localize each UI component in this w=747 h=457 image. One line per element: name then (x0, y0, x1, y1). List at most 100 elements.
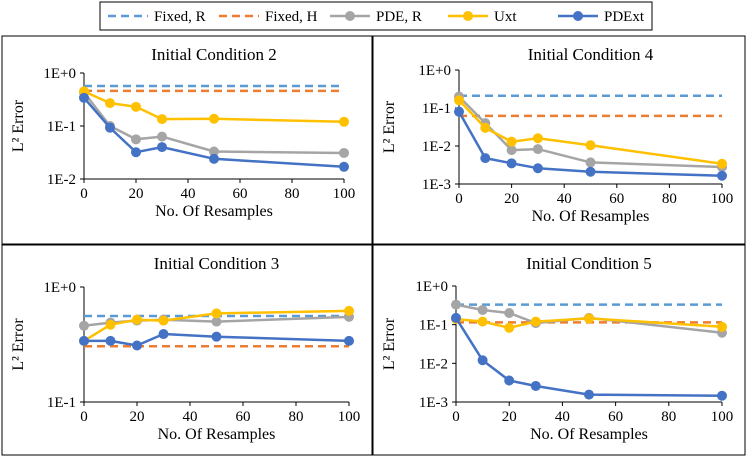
x-axis-label: No. Of Resamples (155, 203, 273, 220)
x-tick-label: 0 (80, 186, 88, 202)
y-axis-label: L² Error (10, 99, 27, 152)
y-tick-label: 1E+0 (43, 280, 76, 296)
y-tick-label: 1E-1 (47, 119, 76, 135)
x-axis-label: No. Of Resamples (532, 208, 650, 225)
data-point-uxt (717, 158, 727, 169)
x-axis-label: No. Of Resamples (530, 426, 648, 443)
chart-panel-2: Initial Condition 4 1E+0 1E-1 1E-2 1E-30 20 40… (372, 35, 746, 245)
legend-label-fixed_h: Fixed, H (265, 9, 318, 25)
legend-marker-pde_r (345, 11, 355, 21)
series-line-pde_r (83, 91, 345, 155)
data-point-uxt (209, 113, 219, 124)
y-tick-label: 1E-2 (419, 356, 448, 372)
data-point-uxt (584, 313, 594, 324)
data-point-pde_r (504, 308, 515, 319)
data-point-pdext (532, 163, 543, 174)
chart-title: Initial Condition 5 (526, 254, 652, 273)
x-tick-label: 80 (662, 191, 677, 207)
y-tick-label: 1E+0 (43, 66, 76, 82)
data-point-uxt (585, 140, 596, 151)
data-point-uxt (506, 136, 517, 147)
data-point-pdext (477, 355, 488, 366)
data-point-uxt (339, 116, 349, 127)
series-line-uxt (458, 99, 723, 166)
x-tick-label: 40 (557, 191, 572, 207)
y-tick-label: 1E+0 (418, 63, 451, 79)
y-tick-label: 1E-2 (47, 172, 76, 188)
data-point-pdext (451, 312, 461, 323)
panel-frame (372, 244, 746, 456)
x-tick-label: 60 (608, 409, 623, 425)
y-tick-label: 1E-1 (422, 101, 451, 117)
data-point-uxt (344, 305, 354, 316)
x-tick-label: 80 (289, 409, 304, 425)
data-point-pdext (506, 158, 517, 169)
data-point-pde_r (532, 144, 543, 155)
panels: Initial Condition 21E+01E-11E-20 20 40 60 80… (1, 35, 746, 456)
data-point-uxt (477, 316, 488, 327)
x-axis-label: No. Of Resamples (158, 426, 276, 443)
data-point-uxt (131, 101, 141, 112)
legend-marker-uxt (463, 11, 473, 21)
chart-panel-1: Initial Condition 2 1E+0 1E-1 1E-20 20 40 60 80… (1, 35, 373, 245)
data-point-uxt (530, 316, 541, 327)
data-point-uxt (157, 114, 167, 125)
x-tick-label: 80 (661, 409, 676, 425)
data-point-pdext (454, 106, 464, 117)
data-point-pde_r (585, 157, 596, 168)
y-axis-label: L² Error (10, 318, 27, 371)
chart-title: Initial Condition 2 (151, 45, 277, 64)
data-point-pdext (717, 170, 727, 181)
y-axis-label: L² Error (381, 317, 398, 370)
data-point-pdext (211, 331, 222, 342)
x-tick-label: 60 (609, 191, 624, 207)
data-point-pde_r (477, 304, 488, 315)
x-tick-label: 100 (338, 409, 361, 425)
y-axis-label: L² Error (381, 100, 398, 153)
data-point-pdext (480, 153, 491, 164)
x-tick-label: 20 (129, 186, 144, 202)
x-tick-label: 20 (502, 409, 517, 425)
data-point-pdext (584, 389, 594, 400)
data-point-pde_r (506, 145, 517, 156)
data-point-pdext (585, 166, 596, 177)
data-point-uxt (504, 322, 515, 333)
legend-marker-pdext (573, 11, 583, 21)
y-tick-label: 1E-2 (422, 139, 451, 155)
x-tick-label: 60 (236, 409, 251, 425)
legend: Fixed, R Fixed, H PDE, R Uxt PDExt (99, 1, 653, 31)
data-point-uxt (480, 122, 491, 133)
legend-label-fixed_r: Fixed, R (154, 9, 206, 25)
x-tick-label: 40 (181, 186, 196, 202)
data-point-pdext (504, 375, 515, 386)
x-tick-label: 20 (504, 191, 519, 207)
x-tick-label: 60 (233, 186, 248, 202)
x-tick-label: 0 (80, 409, 88, 425)
data-point-pdext (344, 335, 354, 346)
x-tick-label: 100 (711, 191, 734, 207)
series-line-uxt (83, 309, 350, 342)
y-tick-label: 1E-3 (419, 395, 448, 411)
data-point-uxt (454, 95, 464, 106)
data-point-uxt (105, 98, 115, 109)
data-point-uxt (105, 319, 116, 330)
data-point-uxt (532, 133, 543, 144)
data-point-pdext (209, 153, 219, 164)
x-tick-label: 40 (555, 409, 570, 425)
data-point-pdext (530, 380, 541, 391)
data-point-pde_r (211, 316, 222, 327)
legend-label-pde_r: PDE, R (376, 9, 422, 25)
panel-frame (1, 244, 373, 456)
series-line-pde_r (458, 95, 723, 169)
x-tick-label: 80 (285, 186, 300, 202)
series-line-pdext (454, 317, 723, 398)
series-line-pdext (83, 96, 345, 169)
data-point-pde_r (209, 146, 219, 157)
data-point-pdext (105, 335, 116, 346)
legend-label-pdext: PDExt (604, 9, 645, 25)
y-tick-label: 1E+0 (415, 279, 448, 295)
x-tick-label: 40 (183, 409, 198, 425)
x-tick-label: 0 (452, 409, 460, 425)
data-point-pdext (105, 122, 115, 133)
